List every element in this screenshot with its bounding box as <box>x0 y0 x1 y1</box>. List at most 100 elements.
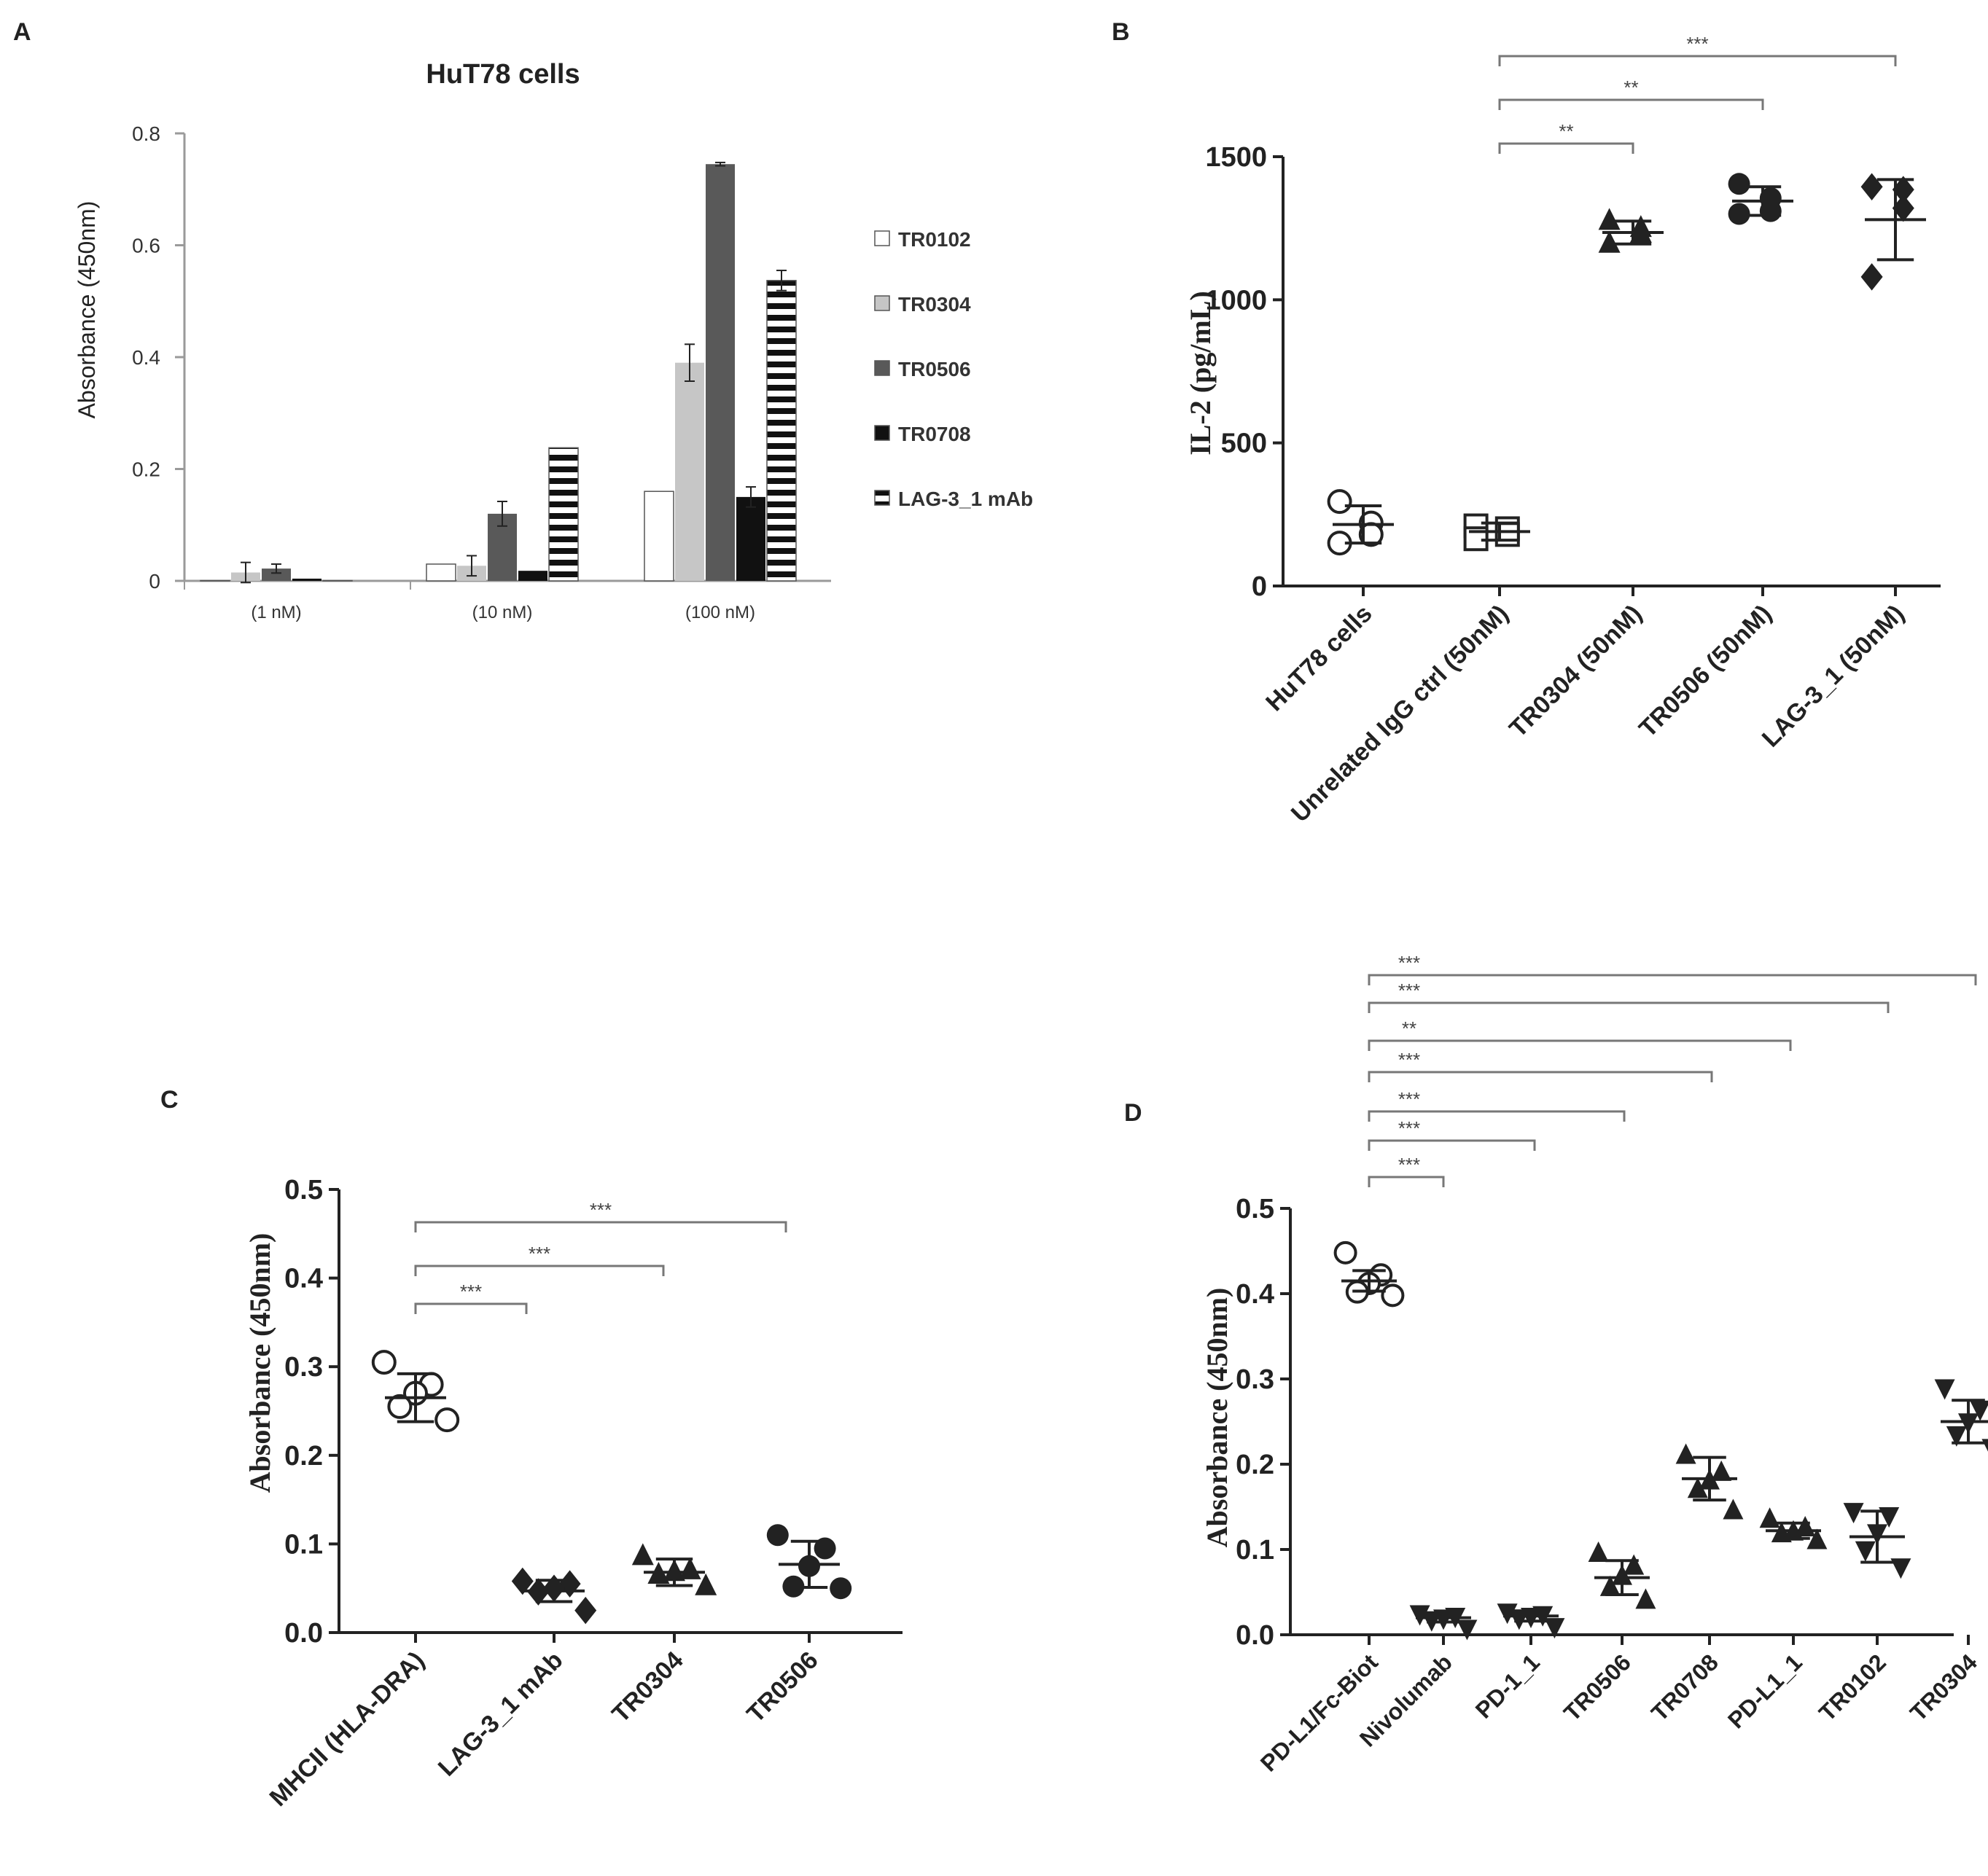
panel-b-x-tick-label: TR0304 (50nM) <box>1504 600 1648 743</box>
panel-d-significance-bracket <box>1368 1001 1890 1013</box>
panel-d-data-point <box>1759 1507 1780 1528</box>
panel-d-data-point <box>1981 1439 1988 1452</box>
panel-a-legend-label: TR0708 <box>898 423 971 445</box>
panel-d-data-point <box>1934 1379 1955 1400</box>
panel-a-x-tick-label: (100 nM) <box>685 603 755 622</box>
panel-d-y-tick-label: 0.3 <box>1236 1364 1274 1395</box>
panel-c-data-point <box>371 1350 397 1375</box>
panel-c-data-point <box>830 1577 852 1600</box>
panel-a-legend-swatch <box>874 295 890 311</box>
panel-a-bar <box>292 578 321 581</box>
panel-c-data-point <box>814 1537 836 1560</box>
panel-a-bars <box>200 164 797 582</box>
panel-b-x-tick-label: LAG-3_1 (50nM) <box>1757 600 1910 753</box>
panel-c-significance-label: *** <box>529 1243 550 1265</box>
panel-b-x-tick-label: HuT78 cells <box>1260 600 1378 717</box>
panel-d-significance-bracket <box>1368 1139 1536 1151</box>
panel-c-x-tick-label: TR0506 <box>741 1646 823 1728</box>
panel-c-significance-bracket <box>414 1265 665 1276</box>
panel-b-y-tick-label: 1000 <box>1205 285 1267 316</box>
panel-b-x-tick-label: TR0506 (50nM) <box>1634 600 1777 743</box>
panel-d-x-tick-label: TR0506 <box>1559 1649 1636 1726</box>
panel-b-significance-label: *** <box>1686 33 1708 55</box>
panel-a-legend-label: LAG-3_1 mAb <box>898 488 1033 510</box>
panel-d-significance-label: *** <box>1398 1088 1420 1110</box>
panel-c-letter: C <box>160 1086 179 1114</box>
panel-d-significance-label: *** <box>1398 1049 1420 1071</box>
panel-a-x-tick-label: (1 nM) <box>251 603 301 622</box>
panel-d-x-tick-label: TR0304 <box>1905 1649 1982 1726</box>
panel-d-data-point <box>1675 1443 1696 1464</box>
panel-d-data-point <box>1806 1528 1828 1549</box>
panel-b-significance-label: ** <box>1623 77 1638 98</box>
panel-d-y-axis-label: Absorbance (450nm) <box>1201 1288 1233 1548</box>
panel-d-significance-bracket <box>1368 1039 1792 1051</box>
panel-c-y-tick-label: 0.3 <box>284 1352 323 1383</box>
panel-a-y-axis-label: Absorbance (450nm) <box>74 201 100 419</box>
panel-a-legend-swatch <box>874 490 890 506</box>
panel-d-data-point <box>1890 1558 1911 1579</box>
panel-b-y-tick-label: 500 <box>1221 429 1267 459</box>
panel-d-significance-bracket <box>1368 974 1977 985</box>
panel-d-significance-label: ** <box>1402 1017 1416 1039</box>
panel-a-bar <box>548 447 579 582</box>
panel-c-x-tick-label: TR0304 <box>607 1646 688 1728</box>
panel-d-significance-bracket <box>1368 1110 1626 1122</box>
panel-a-bar <box>736 496 765 581</box>
panel-c-y-tick-label: 0.1 <box>284 1529 323 1560</box>
panel-d-data-point <box>1457 1619 1478 1641</box>
panel-d-data-point <box>1333 1240 1357 1265</box>
panel-d-data-point <box>1635 1588 1656 1609</box>
panel-b-data-point <box>1598 208 1621 230</box>
panel-a-bar <box>200 579 230 582</box>
panel-a-x-tick-label: (10 nM) <box>472 603 533 622</box>
panel-a-bar <box>518 571 547 581</box>
panel-d-data-point <box>1623 1554 1645 1575</box>
panel-d-significance-bracket <box>1368 1176 1445 1187</box>
panel-b-significance-bracket <box>1498 98 1764 110</box>
panel-c-y-tick-label: 0.0 <box>284 1618 323 1649</box>
panel-d-data-point <box>1711 1460 1732 1481</box>
panel-a-legend-swatch <box>874 230 890 246</box>
panel-a-legend-swatch <box>874 360 890 376</box>
panel-d-y-tick-label: 0.5 <box>1236 1194 1274 1224</box>
panel-d-data-point <box>1855 1541 1876 1562</box>
panel-a-bar <box>322 579 353 582</box>
panel-a-y-tick-label: 0.8 <box>132 122 160 145</box>
panel-d-x-tick-label: PD-L1_1 <box>1723 1649 1807 1733</box>
panel-a-tick-labels: 0 0.2 0.4 0.6 0.8 (1 nM) (10 nM) (100 nM) <box>132 122 755 622</box>
panel-c-x-tick-label: LAG-3_1 mAb <box>433 1646 569 1782</box>
panel-b-letter: B <box>1112 18 1130 46</box>
panel-a-y-tick-label: 0 <box>149 570 160 593</box>
panel-c-y-tick-label: 0.2 <box>284 1441 323 1472</box>
panel-d-letter: D <box>1124 1099 1142 1127</box>
panel-d-significance-bracket <box>1368 1071 1713 1082</box>
panel-b-y-axis-label: IL-2 (pg/mL) <box>1184 291 1217 456</box>
panel-c-data-point <box>558 1570 581 1598</box>
panel-a-bar <box>675 362 704 581</box>
panel-c-scatter-chart: C Absorbance (450nm) 0.0 0.1 0.2 0.3 0.4 0.5 M… <box>160 1086 903 1812</box>
panel-b-data-point <box>1860 173 1883 200</box>
panel-d-data-point <box>1946 1426 1967 1447</box>
panel-a-bar-chart: A HuT78 cells Absorbance (450nm) 0 0.2 0.4… <box>13 18 1033 622</box>
panel-d-data-point <box>1497 1603 1518 1625</box>
panel-b-y-tick-label: 1500 <box>1205 142 1267 173</box>
panel-b-data-point <box>1860 263 1883 291</box>
panel-d-scatter-chart: D Absorbance (450nm) 0.0 0.1 0.2 0.3 0.4 0.5 P… <box>1124 952 1988 1777</box>
panel-d-significance-label: *** <box>1398 952 1420 974</box>
panel-d-plot: 0.00.10.20.30.40.5PD-L1/Fc-BiotNivolumab… <box>1236 952 1988 1777</box>
panel-a-legend-label: TR0304 <box>898 293 971 316</box>
panel-c-y-axis-label: Absorbance (450nm) <box>243 1233 276 1493</box>
panel-d-significance-label: *** <box>1398 980 1420 1001</box>
panel-b-data-point <box>1598 230 1621 253</box>
panel-c-significance-bracket <box>414 1302 528 1314</box>
panel-d-x-tick-label: TR0102 <box>1814 1649 1891 1726</box>
panel-d-data-point <box>1843 1503 1864 1524</box>
panel-d-data-point <box>1588 1541 1609 1563</box>
panel-c-data-point <box>679 1557 701 1579</box>
panel-b-data-point <box>1892 176 1914 203</box>
panel-b-data-point <box>1728 173 1750 195</box>
panel-d-data-point <box>1381 1283 1405 1308</box>
